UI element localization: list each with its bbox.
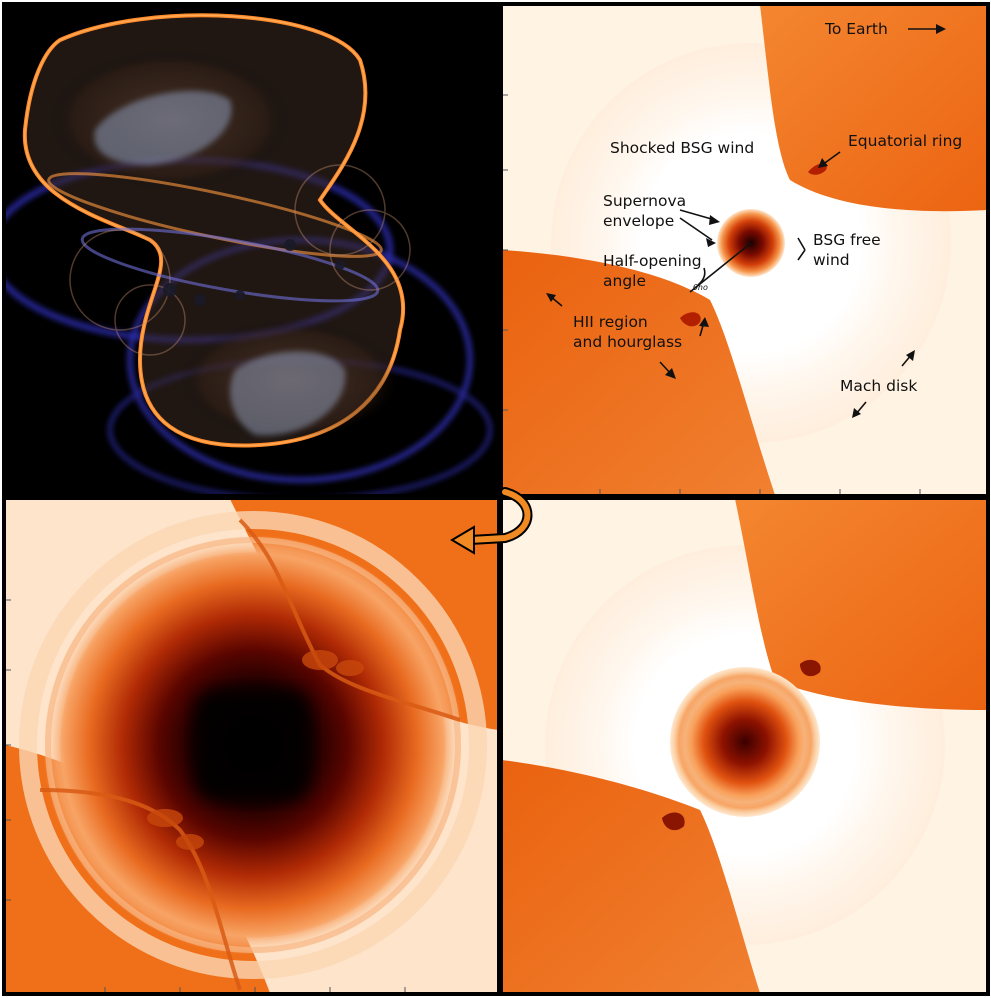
label-shocked-bsg-wind: Shocked BSG wind — [610, 139, 754, 157]
label-equatorial-ring: Equatorial ring — [848, 132, 962, 150]
label-half-opening-line2: angle — [603, 272, 646, 290]
label-bsg-free-line1: BSG free — [813, 231, 881, 249]
panel-late-time-slice — [5, 499, 498, 993]
label-to-earth: To Earth — [824, 20, 888, 38]
supernova-ejecta — [670, 667, 820, 817]
hii-region-lower — [502, 250, 775, 495]
label-theta-ho: θho — [693, 283, 708, 292]
label-supernova-line2: envelope — [603, 212, 674, 230]
panel-annotated-slice: To Earth Equatorial ring Shocked BSG win… — [502, 5, 987, 495]
rotate-arrow-icon — [450, 487, 533, 555]
label-bsg-free-line2: wind — [813, 251, 850, 269]
equatorial-ring-blob-lower — [680, 312, 701, 327]
label-hii-line1: HII region — [573, 313, 648, 331]
label-mach-disk: Mach disk — [840, 377, 917, 395]
panel-intermediate-slice — [502, 499, 987, 993]
label-supernova-line1: Supernova — [603, 192, 686, 210]
hii-region-upper — [760, 5, 987, 212]
panel-volume-render — [5, 5, 498, 495]
label-hii-line2: and hourglass — [573, 333, 682, 351]
label-half-opening-line1: Half-opening — [603, 252, 702, 270]
